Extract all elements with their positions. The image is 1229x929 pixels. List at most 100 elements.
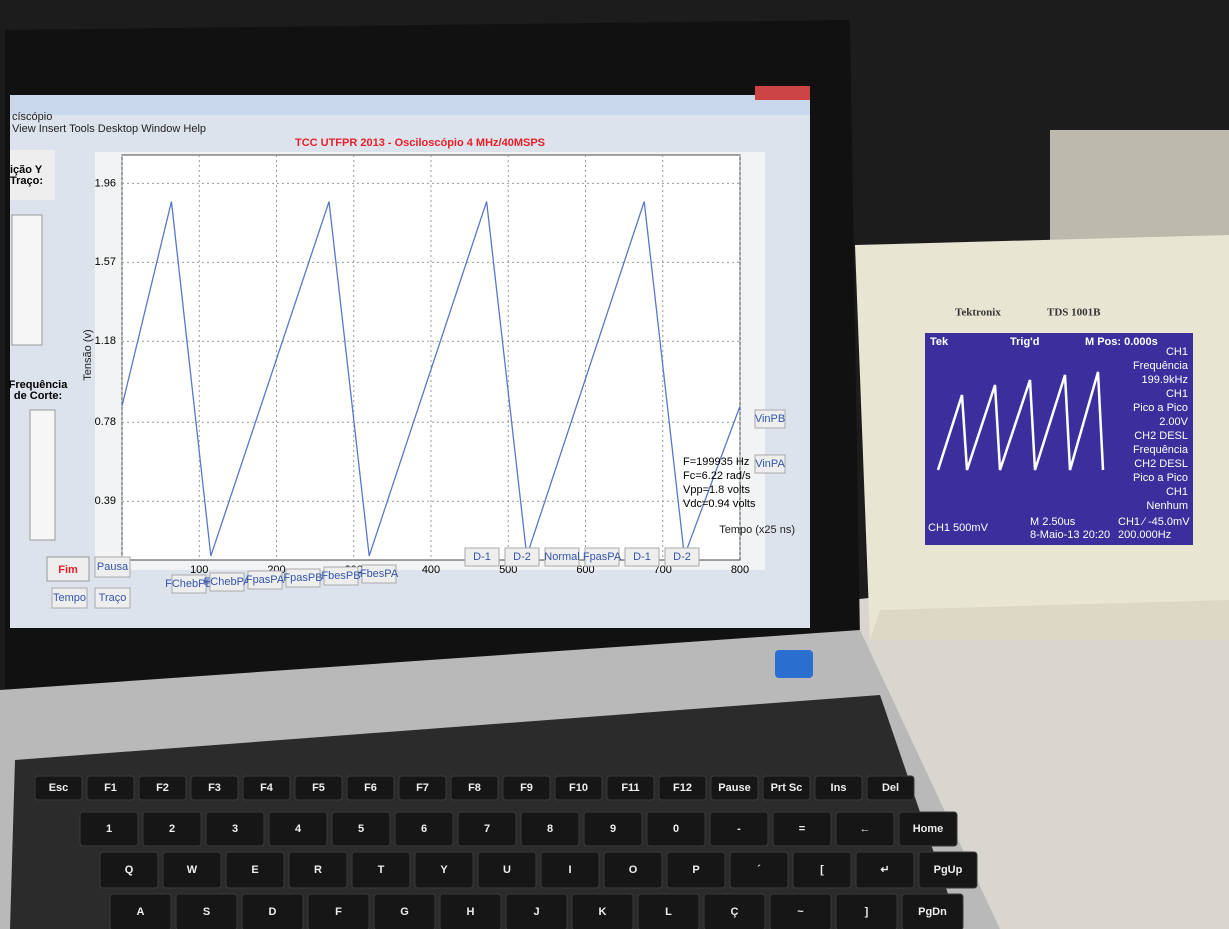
scope-menu: Pico a Pico [1133,472,1188,484]
y-tick-label: 1.96 [95,177,116,189]
button-label: Pausa [97,561,129,573]
trace-label: Traço: [10,175,43,187]
window-controls[interactable] [755,86,810,100]
page: císcópio View Insert Tools Desktop Windo… [0,0,1229,929]
scope-menu: CH1 [1166,486,1188,498]
key-label: Ç [731,906,739,918]
key-label: 7 [484,823,490,835]
key-label: Del [882,782,899,794]
key-label: F5 [312,782,325,794]
button-label: FpasPA [246,574,285,586]
key-label: Y [440,864,448,876]
key-label: S [203,906,210,918]
key-label: 4 [295,823,302,835]
key-label: F1 [104,782,117,794]
button-label: FbesPA [360,568,399,580]
scope-menu: Frequência [1133,444,1189,456]
scope-menu: Frequência [1133,360,1189,372]
key-label: Pause [718,782,750,794]
key-label: U [503,864,511,876]
scope-status: M Pos: 0.000s [1085,336,1158,348]
scope-menu: 199.9kHz [1142,374,1188,386]
scope-readout: CH1 500mV [928,522,989,534]
key-label: F [335,906,342,918]
x-axis-label: Tempo (x25 ns) [719,524,795,536]
slider[interactable] [12,215,42,345]
scope-menu: Pico a Pico [1133,402,1188,414]
key-label: 9 [610,823,616,835]
key-label: ~ [797,906,804,918]
scope-menu: 2.00V [1159,416,1188,428]
key-label: Ins [831,782,847,794]
scope-readout: 8-Maio-13 20:20 [1030,529,1110,541]
scope-menu: CH1 [1166,388,1188,400]
key-label: - [737,823,741,835]
scope-menu: CH2 DESL [1134,458,1188,470]
slider[interactable] [30,410,55,540]
scope-menu: Nenhum [1146,500,1188,512]
key-label: R [314,864,322,876]
button-label: FpasPA [583,551,622,563]
key-label: [ [820,864,824,876]
key-label: F10 [569,782,588,794]
menu-bar: View Insert Tools Desktop Window Help [12,123,206,135]
button-label: D-1 [633,551,651,563]
button-label: FbesPB [321,570,360,582]
key-label: G [400,906,409,918]
key-label: F4 [260,782,274,794]
scope-menu: CH1 [1166,346,1188,358]
x-tick-label: 100 [190,564,208,576]
key-label: Prt Sc [771,782,803,794]
key-label: ↵ [880,864,889,876]
key-label: E [251,864,258,876]
button-label: FChebPA [204,576,252,588]
key-label: = [799,823,805,835]
key-label: H [467,906,475,918]
button-label: Normal [544,551,579,563]
key-label: 5 [358,823,364,835]
button-label: Tempo [53,592,86,604]
x-tick-label: 400 [422,564,440,576]
key-label: F11 [621,782,639,794]
key-label: F12 [673,782,692,794]
scope-menu: CH2 DESL [1134,430,1188,442]
button-label: VinPB [755,413,785,425]
y-tick-label: 0.39 [95,495,116,507]
key-label: 2 [169,823,175,835]
power-button[interactable] [775,650,813,678]
key-label: F7 [416,782,429,794]
annotation: F=199935 Hz [683,456,749,468]
key-label: 1 [106,823,112,835]
button-label: D-2 [673,551,691,563]
key-label: 3 [232,823,238,835]
key-label: 8 [547,823,553,835]
scope-status: Tek [930,336,949,348]
chart-title: TCC UTFPR 2013 - Osciloscópio 4 MHz/40MS… [295,137,545,149]
key-label: W [187,864,198,876]
x-tick-label: 800 [731,564,749,576]
scope-brand: Tektronix [955,307,1001,319]
button-label: D-2 [513,551,531,563]
key-label: L [665,906,672,918]
key-label: I [568,864,571,876]
key-label: 6 [421,823,427,835]
button-label: Traço [99,592,127,604]
button-label: D-1 [473,551,491,563]
key-label: ← [860,823,871,835]
key-label: Esc [49,782,69,794]
key-label: 0 [673,823,679,835]
key-label: PgDn [918,906,947,918]
button-label: VinPA [755,458,785,470]
window-title: císcópio [12,111,52,123]
key-label: F8 [468,782,481,794]
key-label: T [378,864,385,876]
scope-readout: M 2.50us [1030,516,1076,528]
key-label: O [629,864,638,876]
key-label: P [692,864,699,876]
y-tick-label: 1.18 [95,335,116,347]
key-label: ] [865,906,869,918]
key-label: D [269,906,277,918]
key-label: F2 [156,782,169,794]
cut-label: de Corte: [14,390,62,402]
scope-readout: CH1 ∕ -45.0mV [1118,516,1190,528]
